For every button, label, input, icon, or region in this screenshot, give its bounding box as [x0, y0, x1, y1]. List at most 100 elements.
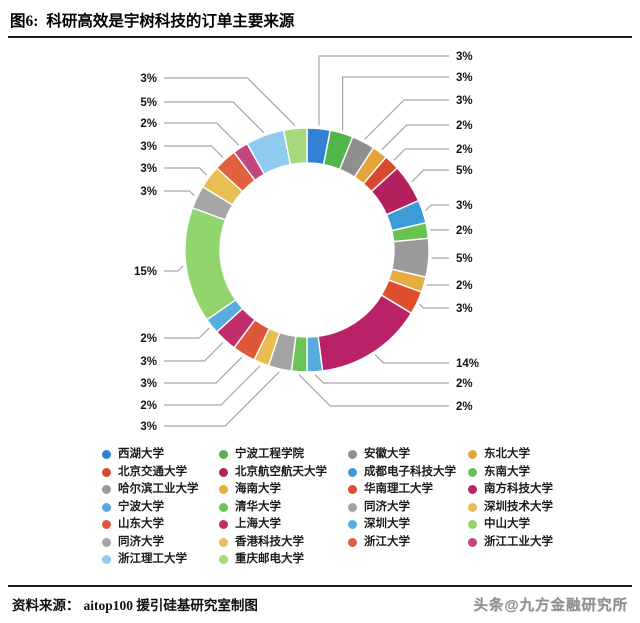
- legend-dot-icon: [102, 520, 111, 529]
- legend-label: 西湖大学: [118, 448, 164, 460]
- legend-label: 东北大学: [484, 448, 530, 460]
- donut-segment: [184, 206, 237, 321]
- legend-label: 宁波工程学院: [235, 448, 304, 460]
- legend-label: 山东大学: [118, 518, 164, 530]
- leader-line: [426, 284, 449, 287]
- leader-line: [164, 101, 265, 134]
- percent-label: 5%: [140, 97, 157, 109]
- leader-line: [381, 124, 449, 151]
- leader-line: [411, 169, 449, 183]
- legend-label: 南方科技大学: [484, 483, 553, 495]
- leader-line: [164, 167, 208, 176]
- legend-label: 同济大学: [118, 535, 164, 548]
- legend-dot-icon: [219, 537, 228, 547]
- percent-label: 15%: [134, 266, 157, 278]
- legend-item: 香港科技大学: [219, 536, 344, 549]
- leader-line: [164, 145, 224, 158]
- leader-line: [393, 148, 449, 161]
- legend-label: 成都电子科技大学: [364, 465, 456, 478]
- legend-dot-icon: [219, 555, 228, 564]
- percent-label: 3%: [456, 51, 473, 63]
- legend-item: 清华大学: [219, 501, 344, 514]
- percent-label: 2%: [140, 400, 157, 412]
- percent-label: 3%: [140, 186, 157, 198]
- source-text: aitop100 援引硅基研究室制图: [83, 598, 258, 613]
- percent-label: 2%: [456, 120, 473, 132]
- leader-line: [164, 356, 243, 384]
- percent-label: 3%: [456, 72, 473, 84]
- legend-item: 宁波工程学院: [219, 448, 344, 461]
- leader-line: [164, 365, 261, 406]
- percent-label: 2%: [456, 144, 473, 156]
- donut-chart: 3% 3% 3% 2% 2% 5% 3% 2% 5% 2% 3% 14% 2% 2% 3% 2% 3% 3% 2% 1…: [134, 51, 479, 433]
- leader-line: [164, 190, 195, 197]
- legend-label: 浙江大学: [364, 535, 410, 548]
- legend-label: 浙江工业大学: [484, 535, 553, 548]
- legend-item: 浙江工业大学: [468, 536, 604, 549]
- legend-item: 东南大学: [468, 466, 604, 479]
- donut-segment: [317, 294, 413, 372]
- figure-title-bar: 图6: 科研高效是宇树科技的订单主要来源: [8, 0, 632, 38]
- legend-dot-icon: [219, 520, 228, 529]
- legend-item: 北京航空航天大学: [219, 466, 344, 479]
- legend-item: 山东大学: [102, 518, 215, 531]
- leader-line: [342, 76, 449, 131]
- legend-item: 同济大学: [348, 501, 464, 514]
- legend-item: 哈尔滨工业大学: [102, 483, 215, 496]
- legend-item: 重庆邮电大学: [219, 553, 344, 566]
- percent-label: 3%: [456, 200, 473, 212]
- legend-item: 浙江理工大学: [102, 553, 215, 566]
- legend-dot-icon: [102, 450, 111, 459]
- legend-label: 重庆邮电大学: [235, 553, 304, 565]
- legend-label: 清华大学: [235, 500, 281, 513]
- percent-label: 2%: [456, 378, 473, 390]
- source-label: 资料来源：: [12, 598, 80, 613]
- percent-label: 3%: [140, 421, 157, 433]
- legend-label: 宁波大学: [118, 500, 164, 513]
- legend-dot-icon: [102, 485, 111, 494]
- leader-line: [164, 122, 240, 146]
- legend-dot-icon: [219, 467, 228, 477]
- legend-dot-icon: [348, 485, 357, 494]
- percent-label: 2%: [140, 333, 157, 345]
- legend-dot-icon: [102, 467, 111, 477]
- legend-dot-icon: [102, 502, 111, 512]
- legend-dot-icon: [468, 537, 477, 547]
- legend-label: 北京交通大学: [118, 465, 187, 478]
- legend-item: 华南理工大学: [348, 483, 464, 496]
- legend-label: 深圳大学: [364, 518, 410, 530]
- percent-label: 14%: [456, 358, 479, 370]
- legend-label: 同济大学: [364, 500, 410, 513]
- legend-dot-icon: [468, 485, 477, 494]
- legend-label: 中山大学: [484, 518, 530, 530]
- legend-dot-icon: [219, 450, 228, 459]
- legend-label: 安徽大学: [364, 448, 410, 460]
- source-line: 资料来源： aitop100 援引硅基研究室制图: [12, 594, 262, 614]
- leader-line: [364, 99, 449, 140]
- percent-label: 5%: [456, 253, 473, 265]
- percent-label: 3%: [140, 356, 157, 368]
- leader-line: [298, 374, 449, 407]
- figure-title: 科研高效是宇树科技的订单主要来源: [46, 13, 295, 30]
- leader-line: [419, 303, 449, 309]
- leader-line: [164, 342, 224, 362]
- leader-line: [425, 204, 449, 212]
- legend-item: 北京交通大学: [102, 466, 215, 479]
- legend-label: 浙江理工大学: [118, 553, 187, 565]
- leader-line: [164, 265, 184, 272]
- legend-dot-icon: [468, 520, 477, 529]
- percent-label: 2%: [456, 280, 473, 292]
- legend-item: 海南大学: [219, 483, 344, 496]
- percent-label: 3%: [456, 303, 473, 315]
- legend-item: 安徽大学: [348, 448, 464, 461]
- legend-dot-icon: [468, 502, 477, 512]
- legend-item: 成都电子科技大学: [348, 466, 464, 479]
- percent-label: 3%: [140, 163, 157, 175]
- legend-item: 中山大学: [468, 518, 604, 531]
- watermark: 头条@九方金融研究所: [473, 598, 628, 614]
- percent-label: 3%: [456, 95, 473, 107]
- legend-dot-icon: [348, 467, 357, 477]
- legend-item: 东北大学: [468, 448, 604, 461]
- legend-dot-icon: [348, 537, 357, 547]
- legend-item: 宁波大学: [102, 501, 215, 514]
